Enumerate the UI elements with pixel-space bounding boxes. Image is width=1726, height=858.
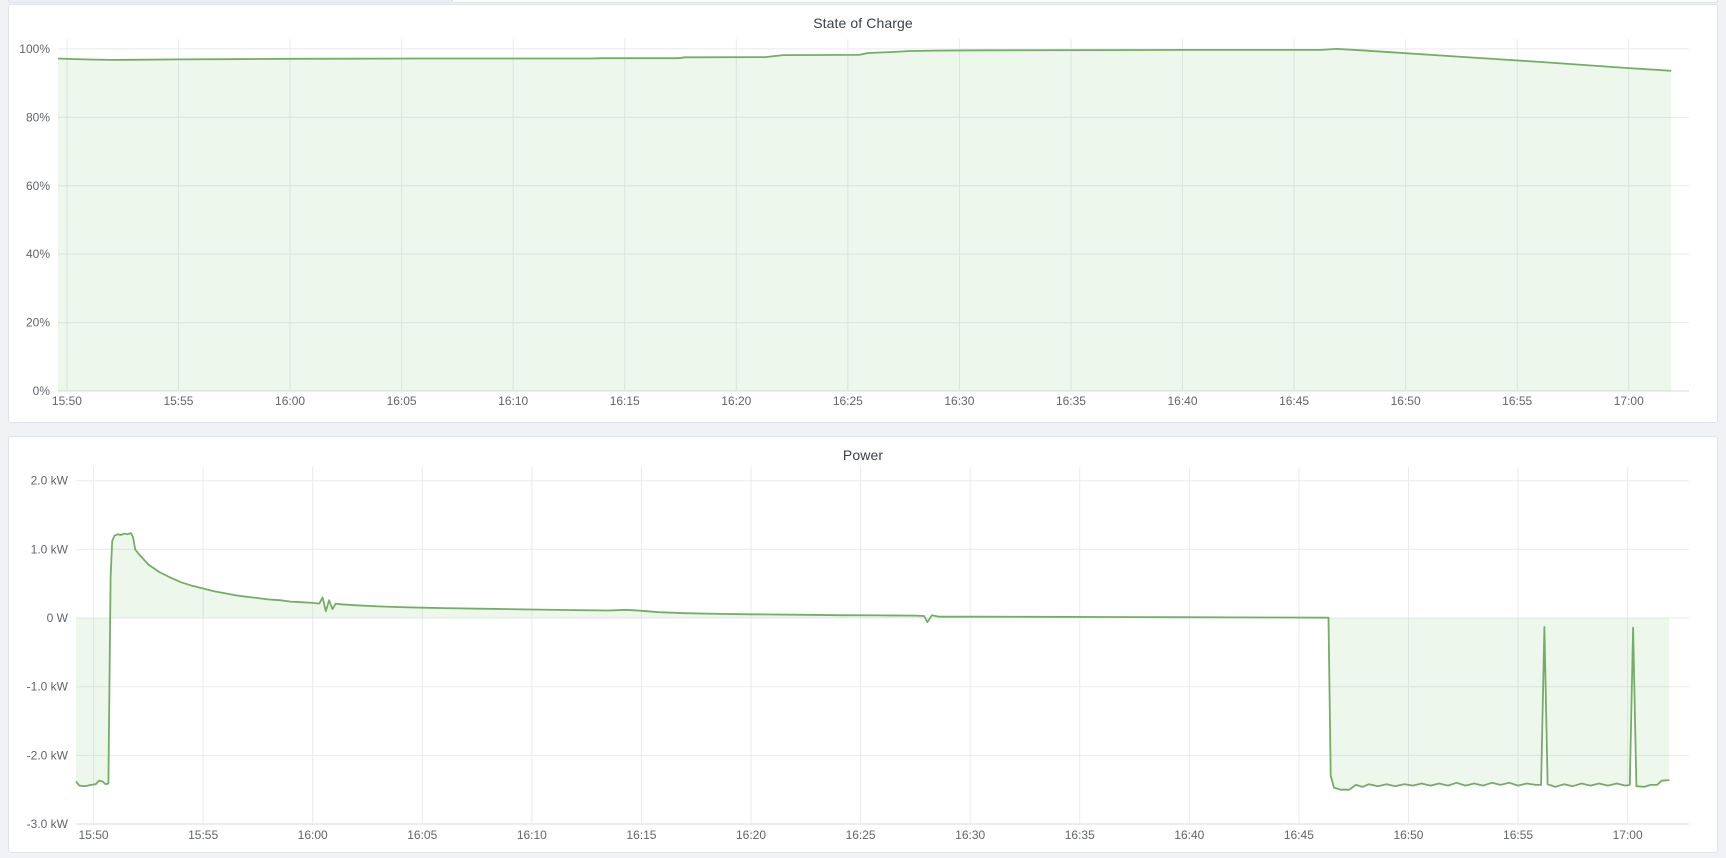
panel-title: Power [842,447,884,463]
y-tick-label: 40% [26,247,50,261]
x-tick-label: 16:00 [298,828,328,842]
x-tick-label: 16:50 [1393,828,1423,842]
x-tick-label: 16:40 [1174,828,1204,842]
scrolled-panel-sliver-left [8,0,452,3]
x-tick-label: 16:30 [944,394,974,408]
series-area-fill [58,48,1672,392]
scrolled-panel-sliver-right [452,0,1718,3]
series-area-fill [76,532,1670,790]
x-tick-label: 16:25 [846,828,876,842]
y-tick-label: -1.0 kW [27,680,69,694]
power-chart[interactable]: -3.0 kW -2.0 kW -1.0 kW 0 W 1.0 kW 2.0 kW 15:5… [9,437,1717,852]
x-tick-label: 17:00 [1613,828,1643,842]
x-tick-label: 15:50 [52,394,82,408]
x-tick-label: 16:15 [610,394,640,408]
x-tick-label: 16:55 [1503,828,1533,842]
x-tick-label: 16:30 [955,828,985,842]
series-line [57,48,1672,72]
x-tick-label: 16:35 [1056,394,1086,408]
x-tick-label: 16:45 [1279,394,1309,408]
x-tick-label: 16:20 [736,828,766,842]
x-tick-label: 16:10 [517,828,547,842]
x-tick-label: 16:40 [1168,394,1198,408]
y-tick-label: 0% [33,384,51,398]
x-tick-label: 15:50 [79,828,109,842]
y-tick-label: 100% [19,42,50,56]
x-tick-label: 16:35 [1065,828,1095,842]
panel-state-of-charge: State of Charge 0% 20% 40% 60% 80% 100% 15:50 1… [8,4,1718,423]
y-tick-label: 60% [26,179,50,193]
x-tick-label: 16:50 [1391,394,1421,408]
x-tick-label: 15:55 [163,394,193,408]
y-tick-label: 0 W [47,611,69,625]
x-tick-label: 16:00 [275,394,305,408]
y-tick-label: -3.0 kW [27,817,69,831]
y-tick-label: -2.0 kW [27,748,69,762]
panel-power: Power -3.0 kW -2.0 kW -1.0 kW 0 W 1.0 kW 2.0 … [8,436,1718,853]
x-tick-label: 16:25 [833,394,863,408]
x-tick-label: 16:55 [1502,394,1532,408]
y-tick-label: 1.0 kW [31,542,69,556]
y-tick-label: 2.0 kW [31,474,69,488]
y-tick-label: 20% [26,316,50,330]
x-tick-label: 16:15 [626,828,656,842]
x-tick-label: 16:20 [721,394,751,408]
state-of-charge-chart[interactable]: 0% 20% 40% 60% 80% 100% 15:50 15:55 16:00 16:05 16… [9,5,1717,422]
x-tick-label: 16:05 [407,828,437,842]
x-tick-label: 16:45 [1284,828,1314,842]
x-tick-label: 17:00 [1614,394,1644,408]
y-tick-label: 80% [26,110,50,124]
x-tick-label: 16:05 [387,394,417,408]
x-tick-label: 16:10 [498,394,528,408]
panel-title: State of Charge [813,15,913,31]
x-tick-label: 15:55 [188,828,218,842]
series-line [75,532,1670,791]
